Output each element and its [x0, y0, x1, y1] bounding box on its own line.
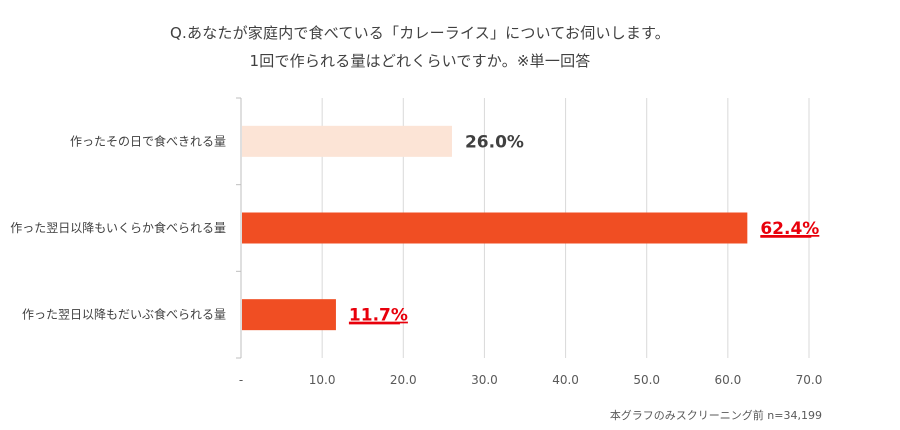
x-tick-label: 50.0: [633, 373, 660, 387]
bar-chart: - 10.0 20.0 30.0 40.0 50.0 60.0 70.0 作ったその日で食べきれ…: [10, 97, 823, 387]
x-tick-label: 60.0: [714, 373, 741, 387]
sample-note: 本グラフのみスクリーニング前 n=34,199: [609, 409, 822, 422]
value-label: 26.0%: [465, 132, 524, 152]
x-tick-label: 40.0: [552, 373, 579, 387]
x-tick-label: -: [239, 373, 243, 387]
bar: [242, 212, 748, 244]
question-title-line-2: 1回で作られる量はどれくらいですか。※単一回答: [249, 52, 591, 70]
category-label: 作ったその日で食べきれる量: [70, 133, 226, 148]
bar: [242, 125, 452, 157]
x-tick-label: 70.0: [796, 373, 823, 387]
x-tick-label: 30.0: [471, 373, 498, 387]
x-tick-label: 20.0: [390, 373, 417, 387]
value-label: 11.7%: [349, 306, 408, 326]
category-label: 作った翌日以降もだいぶ食べられる量: [22, 307, 226, 322]
value-label: 62.4%: [760, 219, 819, 239]
x-tick-label: 10.0: [309, 373, 336, 387]
bar: [242, 299, 336, 331]
question-title-line-1: Q.あなたが家庭内で食べている「カレーライス」についてお伺いします。: [170, 24, 670, 42]
category-label: 作った翌日以降もいくらか食べられる量: [10, 220, 226, 235]
